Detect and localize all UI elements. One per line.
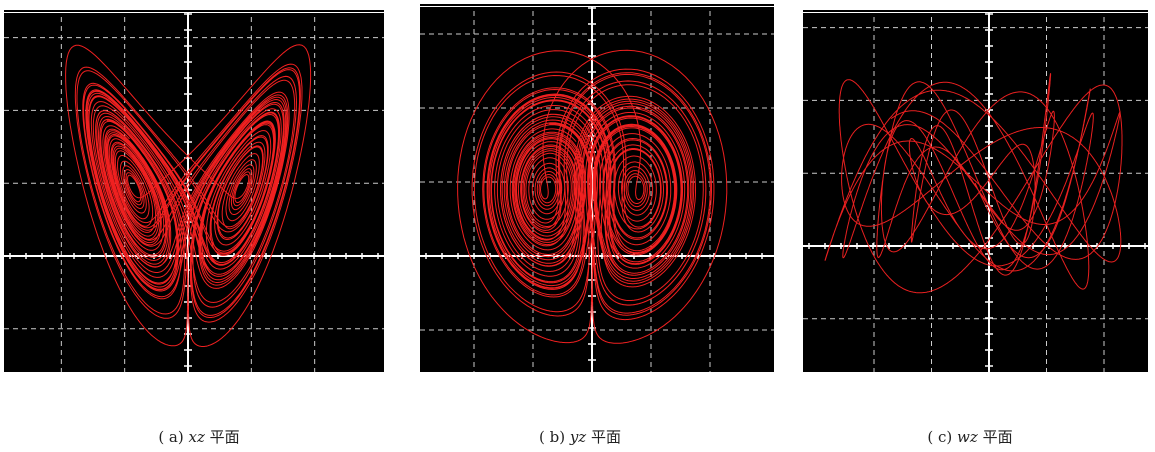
figure: ( a) xz 平面 ( b) yz 平面 ( c) wz 平面 <box>0 0 1155 452</box>
caption-label: ( c) <box>927 428 952 446</box>
caption-plane: xz <box>189 428 205 446</box>
frame-top-inner <box>420 4 774 6</box>
caption-label: ( a) <box>158 428 183 446</box>
caption-suffix: 平面 <box>591 428 621 446</box>
caption: ( c) wz 平面 <box>927 426 1012 447</box>
caption: ( a) xz 平面 <box>158 426 239 447</box>
caption-plane: yz <box>570 428 586 446</box>
scope-yz <box>420 2 774 372</box>
frame-top-inner <box>803 10 1148 12</box>
caption-suffix: 平面 <box>210 428 240 446</box>
caption-suffix: 平面 <box>983 428 1013 446</box>
trace <box>825 73 1122 292</box>
caption-label: ( b) <box>539 428 565 446</box>
caption-plane: wz <box>957 428 978 446</box>
caption: ( b) yz 平面 <box>539 426 621 447</box>
scope-wz <box>803 8 1148 372</box>
frame-top-inner <box>4 10 384 12</box>
scope-xz <box>4 8 384 372</box>
